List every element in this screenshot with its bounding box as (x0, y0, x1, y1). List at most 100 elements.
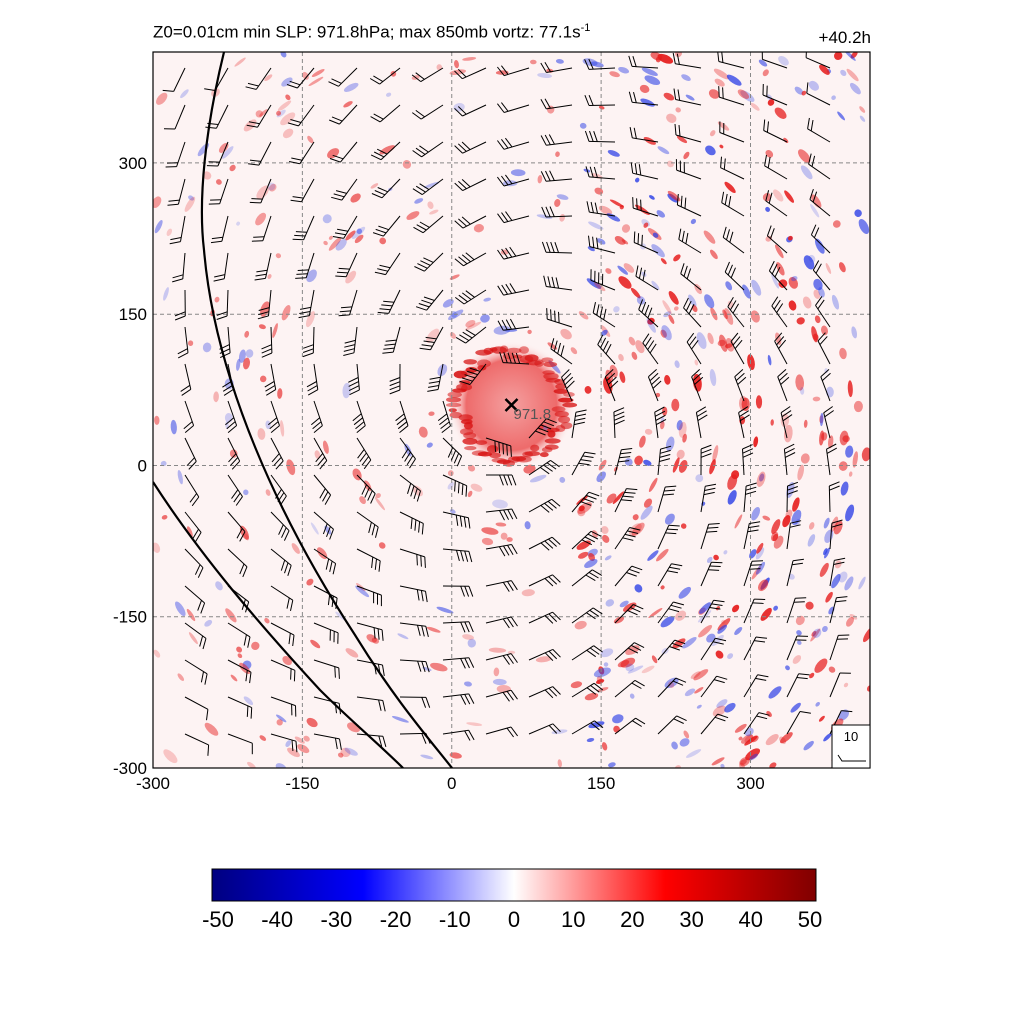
vorticity-blob (492, 678, 507, 686)
wind-barb (765, 190, 788, 217)
vorticity-blob (493, 667, 500, 677)
vorticity-blob (467, 490, 473, 498)
vorticity-blob (586, 278, 602, 289)
wind-barb (657, 715, 687, 735)
vorticity-blob (840, 481, 849, 496)
vorticity-blob (822, 625, 828, 633)
vorticity-blob (202, 171, 212, 180)
wind-barb (771, 296, 788, 328)
vorticity-blob (154, 415, 160, 425)
x-tick-label: 300 (736, 774, 764, 793)
vorticity-blob (570, 347, 578, 355)
wind-barb (718, 86, 745, 106)
vorticity-blob (711, 634, 724, 647)
vorticity-blob (614, 236, 626, 245)
vorticity-blob (714, 78, 725, 87)
vorticity-blob (202, 342, 212, 353)
eyewall-blob (464, 446, 477, 451)
vorticity-blob (749, 753, 758, 761)
wind-barb (348, 363, 360, 396)
wind-barb (695, 406, 708, 439)
vorticity-blob (678, 459, 688, 473)
wind-barb (356, 511, 379, 538)
vorticity-blob (821, 325, 828, 336)
vorticity-blob (500, 532, 508, 540)
vorticity-blob (674, 360, 680, 369)
vorticity-blob (643, 222, 649, 228)
vorticity-blob (351, 226, 366, 239)
eyewall-blob (448, 408, 457, 413)
vorticity-blob (838, 461, 848, 471)
wind-barb (786, 558, 804, 587)
vorticity-blob (853, 400, 863, 413)
vorticity-blob (335, 239, 347, 251)
wind-barb (222, 363, 234, 396)
vorticity-blob (555, 59, 564, 64)
vorticity-blob (306, 269, 317, 283)
vorticity-blob (462, 634, 475, 640)
vorticity-blob (625, 663, 635, 672)
vorticity-blob (420, 754, 434, 760)
wind-barb (826, 443, 838, 476)
vorticity-blob (537, 72, 552, 79)
vorticity-blob (344, 747, 358, 756)
vorticity-blob (306, 578, 314, 586)
wind-barb (298, 289, 315, 319)
vorticity-blob (724, 181, 736, 194)
vorticity-blob (601, 742, 608, 751)
vorticity-blob (844, 576, 854, 591)
wind-barb (413, 215, 444, 234)
wind-barb (657, 563, 683, 587)
vorticity-blob (163, 749, 178, 764)
vorticity-blob (286, 459, 296, 476)
vorticity-blob (503, 180, 518, 187)
wind-barb (738, 406, 750, 439)
vorticity-blob (639, 84, 650, 93)
wind-barb (700, 675, 728, 698)
wind-barb (743, 674, 769, 698)
vorticity-blob (750, 102, 760, 111)
wind-barb (629, 127, 659, 143)
vorticity-blob (699, 602, 711, 614)
vorticity-blob (765, 235, 772, 242)
vorticity-blob (709, 368, 717, 387)
vorticity-blob (681, 74, 691, 81)
wind-barb (414, 252, 444, 272)
vorticity-blob (809, 672, 815, 679)
eyewall-blob (463, 359, 478, 365)
wind-barb (676, 193, 702, 217)
wind-barb (227, 474, 243, 506)
wind-barb (249, 178, 272, 204)
vorticity-blob (801, 90, 807, 96)
vorticity-blob (244, 330, 250, 338)
vorticity-blob (588, 721, 605, 729)
wind-barb (184, 474, 200, 507)
vorticity-blob (784, 190, 795, 203)
vorticity-blob (745, 748, 761, 761)
vorticity-blob (578, 311, 589, 320)
wind-barb (700, 523, 720, 550)
eyewall-blob (522, 451, 533, 458)
vorticity-blob (815, 701, 820, 707)
wind-barb (633, 231, 659, 254)
wind-barb (808, 153, 831, 180)
vorticity-blob (807, 534, 816, 547)
vorticity-blob (634, 584, 643, 593)
wind-barb (328, 67, 358, 87)
wind-barb (783, 443, 796, 476)
vorticity-blob (842, 435, 850, 443)
wind-barb (586, 201, 616, 217)
wind-barb (571, 682, 604, 698)
vorticity-blob (823, 517, 830, 529)
vorticity-blob (710, 249, 718, 260)
wind-barb (343, 326, 358, 356)
eyewall-blob (475, 440, 488, 445)
vorticity-blob (170, 419, 177, 435)
vorticity-blob (719, 334, 728, 352)
vorticity-blob (823, 733, 832, 742)
vorticity-blob (847, 380, 853, 398)
eyewall-blob (555, 383, 567, 390)
vorticity-blob (556, 194, 569, 200)
wind-barb (807, 117, 831, 143)
